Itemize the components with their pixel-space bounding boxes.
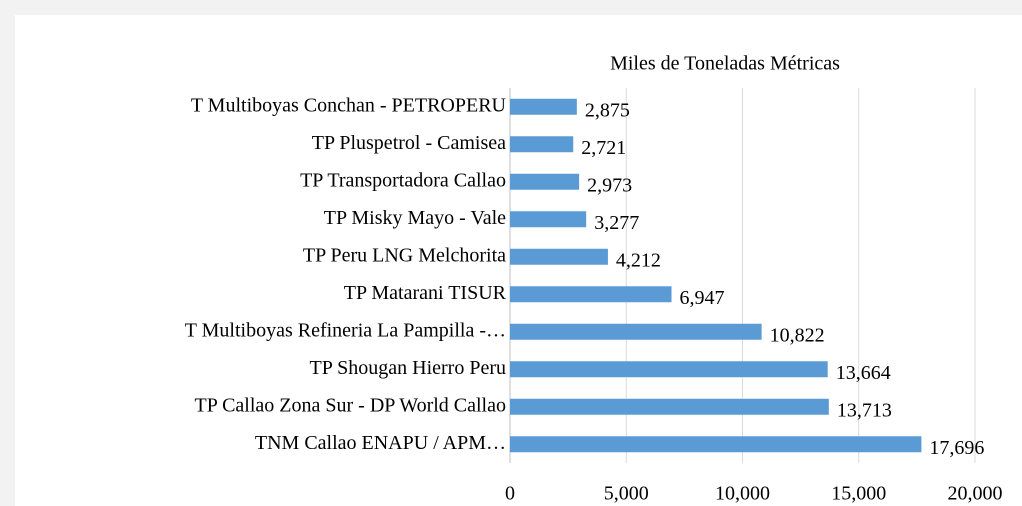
chart-title: Miles de Toneladas Métricas: [610, 53, 840, 75]
value-label: 3,277: [594, 212, 639, 234]
y-tick-label: TP Misky Mayo - Vale: [324, 207, 506, 229]
y-tick-label: TNM Callao ENAPU / APM…: [255, 432, 506, 454]
value-label: 4,212: [616, 249, 661, 271]
value-label: 13,664: [836, 362, 891, 384]
x-tick-label: 5,000: [604, 483, 649, 505]
y-tick-label: TP Transportadora Callao: [300, 169, 506, 191]
value-label: 17,696: [929, 437, 984, 459]
x-tick-label: 10,000: [715, 483, 770, 505]
value-label: 2,721: [581, 137, 626, 159]
bar: [510, 98, 577, 115]
x-tick-label: 0: [505, 483, 515, 505]
value-label: 13,713: [837, 399, 892, 421]
value-label: 2,973: [587, 174, 632, 196]
bar: [510, 398, 829, 415]
value-label: 10,822: [770, 324, 825, 346]
y-tick-label: TP Peru LNG Melchorita: [303, 244, 506, 266]
y-tick-label: TP Shougan Hierro Peru: [310, 357, 506, 379]
x-tick-label: 15,000: [831, 483, 886, 505]
bar: [510, 323, 762, 340]
bar: [510, 136, 574, 153]
bar: [510, 248, 608, 265]
y-tick-label: TP Matarani TISUR: [344, 282, 507, 304]
bar: [510, 286, 672, 303]
x-tick-label: 20,000: [948, 483, 1003, 505]
value-label: 2,875: [585, 99, 630, 121]
y-tick-label: TP Pluspetrol - Camisea: [312, 132, 506, 154]
bar: [510, 361, 828, 378]
value-label: 6,947: [680, 287, 725, 309]
bar: [510, 211, 587, 228]
y-tick-label: TP Callao Zona Sur - DP World Callao: [194, 394, 506, 416]
bar: [510, 173, 580, 190]
y-tick-label: T Multiboyas Refineria La Pampilla -…: [185, 319, 506, 341]
y-tick-label: T Multiboyas Conchan - PETROPERU: [191, 94, 507, 116]
bar: [510, 436, 922, 453]
